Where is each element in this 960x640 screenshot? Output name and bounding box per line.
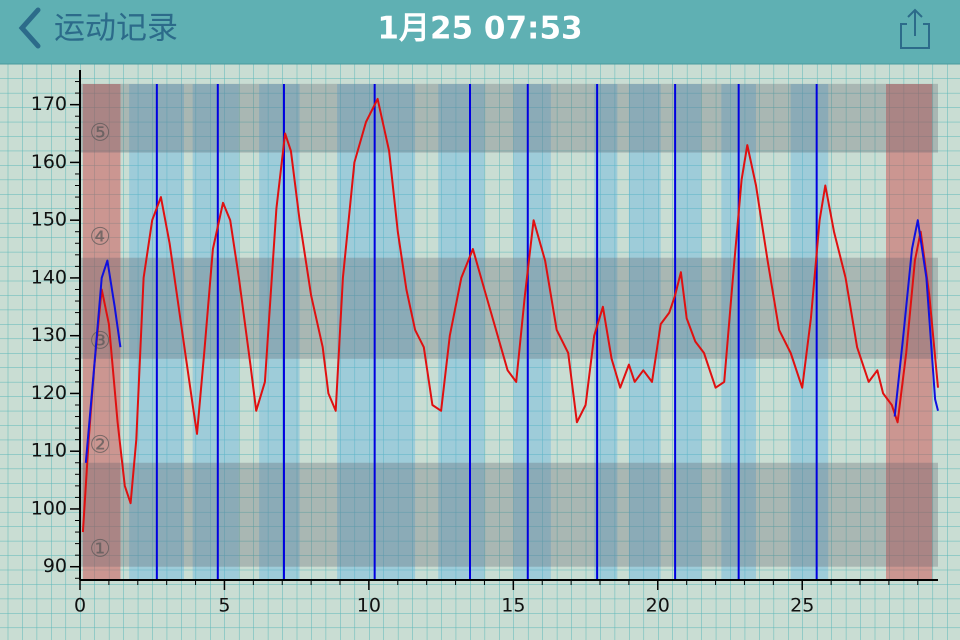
lap-band <box>513 84 551 580</box>
x-tick-label: 5 <box>218 595 230 617</box>
graph-paper <box>0 64 960 640</box>
y-tick-label: 100 <box>31 497 67 519</box>
heart-rate-line <box>84 259 122 463</box>
plot: ① ② ③ ④ ⑤ 90 100 110 120 130 140 150 160 170 0 5 10 15 20 2… <box>31 70 939 617</box>
zone-label: ② <box>89 430 111 458</box>
nav-bar <box>0 0 960 64</box>
x-tick-label: 10 <box>357 595 381 617</box>
red-band <box>82 84 121 580</box>
x-tick-label: 0 <box>74 595 86 617</box>
zone-band <box>80 83 938 153</box>
time-title: 1月25 07:53 <box>377 11 582 47</box>
lap-band <box>628 84 661 580</box>
x-tick-label: 20 <box>646 595 670 617</box>
back-button[interactable] <box>18 7 41 49</box>
y-tick-label: 150 <box>31 209 67 231</box>
lap-band <box>594 84 618 580</box>
y-tick-label: 90 <box>43 555 67 577</box>
lap-band <box>337 84 416 580</box>
lap-band <box>192 84 239 580</box>
lap-band <box>438 84 485 580</box>
x-tick-label: 15 <box>501 595 525 617</box>
zone-band <box>80 462 938 567</box>
y-tick-label: 130 <box>31 324 67 346</box>
x-tick-label: 25 <box>790 595 814 617</box>
y-tick-label: 170 <box>31 93 67 115</box>
zone-label: ④ <box>89 222 111 250</box>
zone-label: ① <box>89 534 111 562</box>
zone-band <box>80 257 938 359</box>
y-tick-label: 160 <box>31 151 67 173</box>
lap-band <box>675 84 702 580</box>
share-button[interactable] <box>900 8 930 49</box>
zone-label: ⑤ <box>89 119 111 147</box>
heart-rate-line <box>81 97 939 533</box>
zone-label: ③ <box>89 326 111 354</box>
back-title[interactable]: 运动记录 <box>54 11 178 47</box>
heart-rate-line <box>893 219 939 417</box>
y-tick-label: 140 <box>31 266 67 288</box>
y-tick-label: 110 <box>31 440 67 462</box>
y-tick-label: 120 <box>31 382 67 404</box>
